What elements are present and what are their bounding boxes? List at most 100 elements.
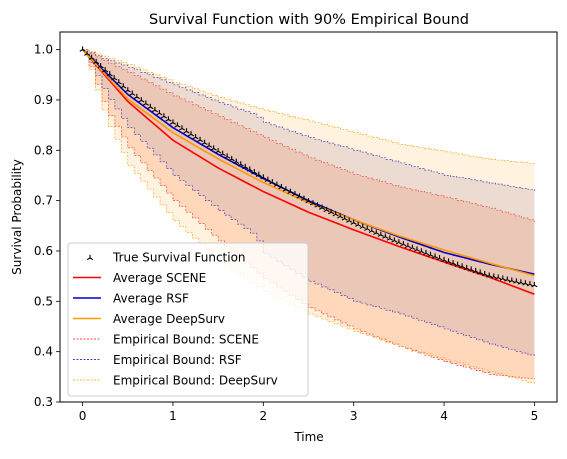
true-survival-point xyxy=(97,62,104,69)
true-survival-point xyxy=(413,246,421,252)
true-survival-point xyxy=(219,150,226,157)
true-survival-point xyxy=(133,93,140,100)
bound-upper-rsf xyxy=(82,49,535,191)
true-survival-point xyxy=(242,163,249,170)
chart-title: Survival Function with 90% Empirical Bou… xyxy=(149,12,469,28)
true-survival-point xyxy=(174,122,181,128)
true-survival-point xyxy=(102,67,109,73)
true-survival-point xyxy=(228,155,235,162)
y-tick-label: 0.4 xyxy=(34,345,53,359)
true-survival-point xyxy=(328,209,335,215)
legend-label-rsf: Average RSF xyxy=(113,292,189,306)
true-survival-point xyxy=(291,190,299,197)
legend-label-bound-rsf: Empirical Bound: RSF xyxy=(113,353,242,367)
true-survival-point xyxy=(318,204,326,210)
true-survival-point xyxy=(463,264,470,271)
true-survival-point xyxy=(427,251,434,257)
true-survival-point xyxy=(400,241,407,247)
true-survival-point xyxy=(391,237,398,243)
true-survival-point xyxy=(192,134,199,140)
legend-label-bound-deepsurv: Empirical Bound: DeepSurv xyxy=(113,374,278,388)
true-survival-point xyxy=(88,54,95,60)
true-survival-point xyxy=(115,79,122,85)
true-survival-point xyxy=(147,103,154,110)
true-survival-point xyxy=(346,217,353,223)
legend-label-deepsurv: Average DeepSurv xyxy=(113,312,225,326)
true-survival-point xyxy=(251,169,258,175)
true-survival-point xyxy=(440,256,448,263)
true-survival-point xyxy=(305,197,312,204)
x-tick-label: 4 xyxy=(440,409,448,423)
true-survival-point xyxy=(409,244,416,250)
true-survival-point xyxy=(431,253,439,259)
true-survival-point xyxy=(341,215,348,221)
true-survival-point xyxy=(111,75,118,81)
true-survival-point xyxy=(215,148,222,154)
true-survival-point xyxy=(273,181,280,187)
legend-label-bound-scene: Empirical Bound: SCENE xyxy=(113,333,259,347)
true-survival-point xyxy=(309,200,317,206)
true-survival-point xyxy=(260,174,267,180)
true-survival-point xyxy=(526,281,533,287)
true-survival-point xyxy=(382,233,389,239)
true-survival-point xyxy=(517,279,524,285)
line-average-deepsurv xyxy=(82,49,535,277)
true-survival-point xyxy=(436,255,443,261)
true-survival-point xyxy=(210,145,217,151)
true-survival-point xyxy=(160,113,167,119)
plot-frame xyxy=(59,31,558,403)
x-tick-label: 2 xyxy=(259,409,267,423)
legend-box xyxy=(67,242,309,397)
true-survival-point xyxy=(151,106,158,113)
x-tick-label: 3 xyxy=(350,409,358,423)
y-tick-label: 0.7 xyxy=(34,194,53,208)
true-survival-point xyxy=(120,83,127,89)
true-survival-point xyxy=(522,280,529,286)
bound-band-scene xyxy=(82,49,535,380)
true-survival-point xyxy=(486,272,493,278)
true-survival-point xyxy=(264,176,271,182)
true-survival-point xyxy=(233,158,240,164)
true-survival-point xyxy=(124,87,131,93)
true-survival-point xyxy=(201,139,208,145)
x-tick-label: 1 xyxy=(169,409,177,423)
true-survival-point xyxy=(355,221,362,227)
true-survival-point xyxy=(490,273,497,279)
true-survival-point xyxy=(513,278,520,284)
true-survival-point xyxy=(187,131,195,137)
y-tick-label: 0.6 xyxy=(34,244,53,258)
x-axis-label: Time xyxy=(293,430,323,444)
true-survival-point xyxy=(169,119,177,125)
true-survival-point xyxy=(138,97,145,103)
true-survival-point xyxy=(499,275,506,281)
bound-upper-scene xyxy=(82,49,535,222)
y-tick-label: 0.5 xyxy=(34,294,53,308)
bound-upper-deepsurv xyxy=(82,49,535,164)
legend-label-true: True Survival Function xyxy=(112,251,246,265)
true-survival-point xyxy=(224,153,231,159)
true-survival-point xyxy=(350,219,357,225)
true-survival-point xyxy=(282,186,289,192)
true-survival-point xyxy=(178,125,186,131)
true-survival-point xyxy=(531,282,538,288)
true-survival-point xyxy=(404,242,411,249)
true-survival-point xyxy=(337,213,344,219)
true-survival-point xyxy=(422,249,430,256)
true-survival-point xyxy=(386,235,393,241)
true-survival-point xyxy=(359,223,366,229)
bound-lower-rsf xyxy=(82,49,535,357)
true-survival-point xyxy=(93,58,100,65)
true-survival-point xyxy=(79,46,86,52)
line-average-scene xyxy=(81,49,535,296)
true-survival-point xyxy=(206,142,213,148)
true-survival-point xyxy=(477,269,484,275)
true-survival-point xyxy=(481,270,488,277)
true-survival-point xyxy=(364,225,371,231)
true-survival-point xyxy=(373,229,380,235)
true-survival-point xyxy=(300,195,308,201)
true-survival-point xyxy=(454,261,461,267)
true-survival-point xyxy=(183,128,190,134)
true-survival-point xyxy=(84,50,91,56)
true-survival-point xyxy=(395,239,402,245)
